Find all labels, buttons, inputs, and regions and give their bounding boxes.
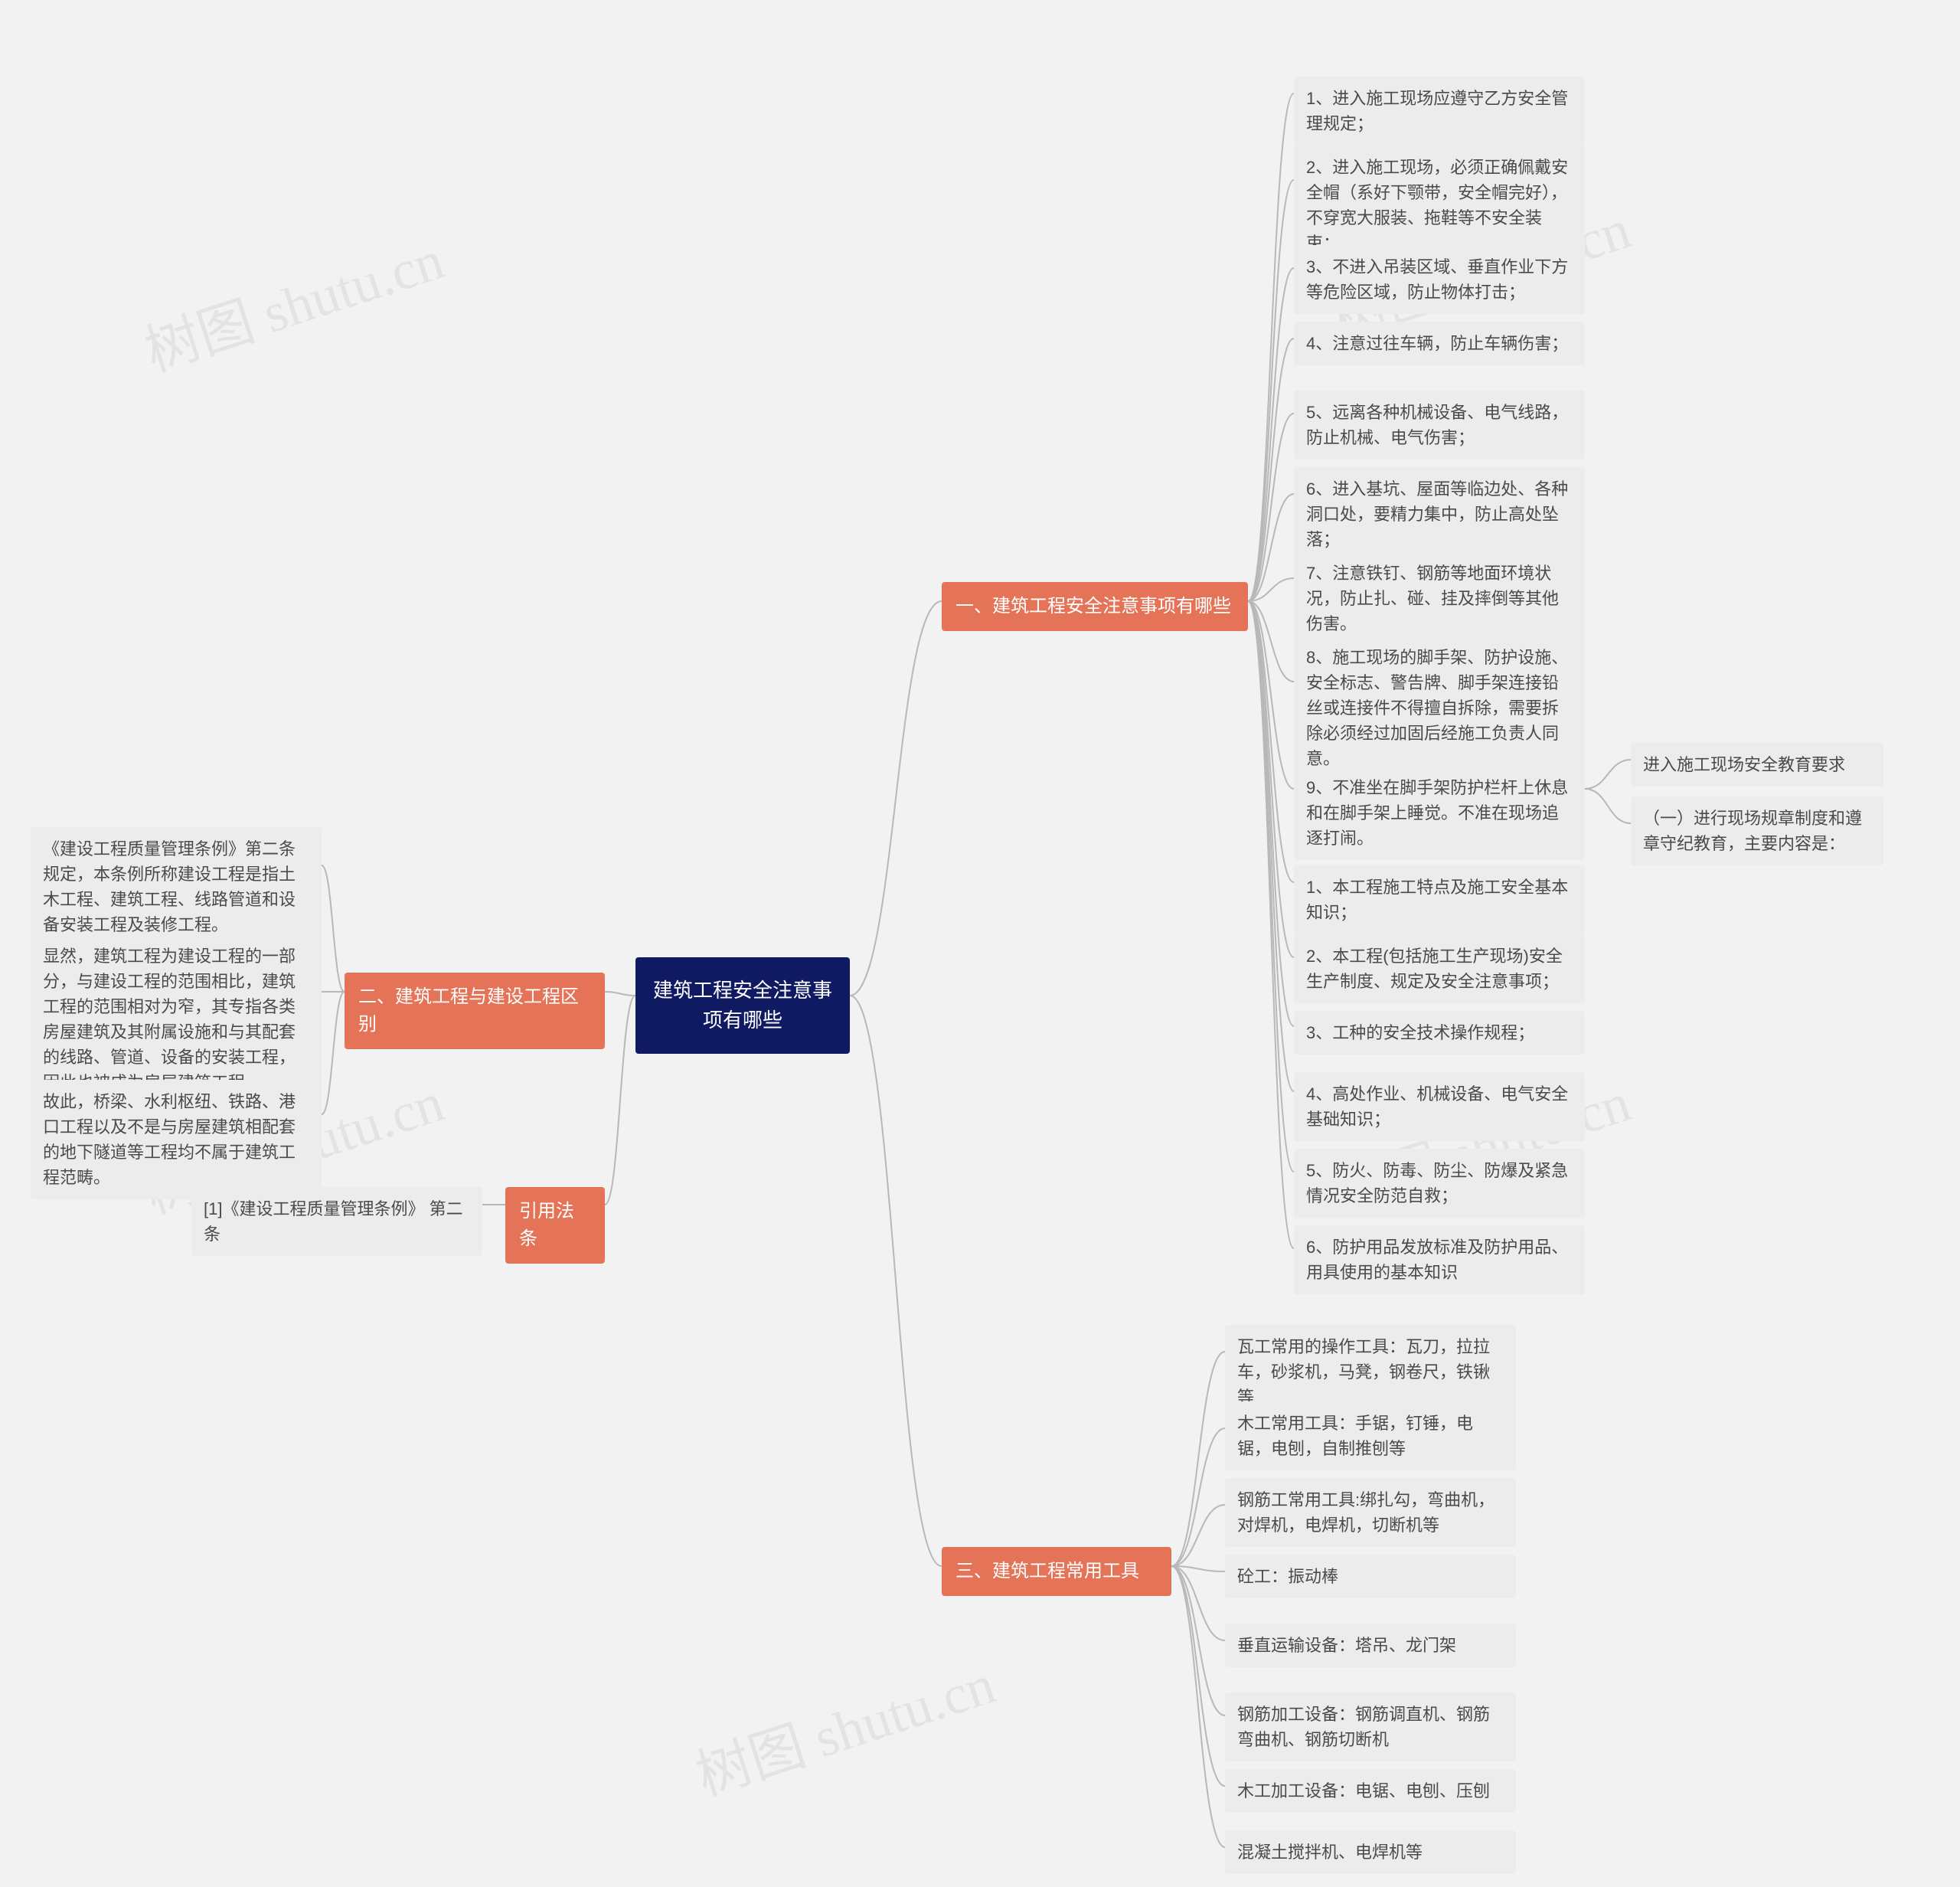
mindmap-canvas: 树图 shutu.cn 树图 shutu.cn 树图 shutu.cn 树图 s… (0, 0, 1960, 1887)
branch-references[interactable]: 引用法条 (505, 1187, 605, 1264)
leaf-b3c8[interactable]: 混凝土搅拌机、电焊机等 (1225, 1830, 1516, 1874)
leaf-b1c6[interactable]: 6、进入基坑、屋面等临边处、各种洞口处，要精力集中，防止高处坠落； (1294, 467, 1585, 561)
leaf-b1c13[interactable]: 4、高处作业、机械设备、电气安全基础知识； (1294, 1072, 1585, 1141)
leaf-b1c9a[interactable]: 进入施工现场安全教育要求 (1631, 743, 1883, 787)
leaf-b1c15[interactable]: 6、防护用品发放标准及防护用品、用具使用的基本知识 (1294, 1225, 1585, 1294)
leaf-b1c7[interactable]: 7、注意铁钉、钢筋等地面环境状况，防止扎、碰、挂及摔倒等其他伤害。 (1294, 551, 1585, 646)
leaf-b3c7[interactable]: 木工加工设备：电锯、电刨、压刨 (1225, 1769, 1516, 1813)
leaf-b1c14[interactable]: 5、防火、防毒、防尘、防爆及紧急情况安全防范自救； (1294, 1149, 1585, 1218)
leaf-b1c11[interactable]: 2、本工程(包括施工生产现场)安全生产制度、规定及安全注意事项； (1294, 934, 1585, 1003)
leaf-b3c5[interactable]: 垂直运输设备：塔吊、龙门架 (1225, 1624, 1516, 1667)
branch-safety-notes[interactable]: 一、建筑工程安全注意事项有哪些 (942, 582, 1248, 631)
leaf-b3c4[interactable]: 砼工：振动棒 (1225, 1555, 1516, 1598)
leaf-b1c5[interactable]: 5、远离各种机械设备、电气线路，防止机械、电气伤害； (1294, 391, 1585, 459)
leaf-b1c4[interactable]: 4、注意过往车辆，防止车辆伤害； (1294, 322, 1585, 365)
leaf-b1c8[interactable]: 8、施工现场的脚手架、防护设施、安全标志、警告牌、脚手架连接铅丝或连接件不得擅自… (1294, 636, 1585, 780)
leaf-b2c3[interactable]: 故此，桥梁、水利枢纽、铁路、港口工程以及不是与房屋建筑相配套的地下隧道等工程均不… (31, 1080, 322, 1199)
leaf-b4c1[interactable]: [1]《建设工程质量管理条例》 第二条 (191, 1187, 482, 1256)
watermark: 树图 shutu.cn (133, 214, 452, 387)
leaf-b1c1[interactable]: 1、进入施工现场应遵守乙方安全管理规定； (1294, 77, 1585, 146)
leaf-b3c3[interactable]: 钢筋工常用工具:绑扎勾，弯曲机，对焊机，电焊机，切断机等 (1225, 1478, 1516, 1547)
branch-difference[interactable]: 二、建筑工程与建设工程区别 (345, 973, 605, 1049)
leaf-b1c10[interactable]: 1、本工程施工特点及施工安全基本知识； (1294, 865, 1585, 934)
leaf-b2c2[interactable]: 显然，建筑工程为建设工程的一部分，与建设工程的范围相比，建筑工程的范围相对为窄，… (31, 934, 322, 1104)
leaf-b1c12[interactable]: 3、工种的安全技术操作规程； (1294, 1011, 1585, 1055)
leaf-b1c9b[interactable]: （一）进行现场规章制度和遵章守纪教育，主要内容是： (1631, 796, 1883, 865)
leaf-b2c1[interactable]: 《建设工程质量管理条例》第二条规定，本条例所称建设工程是指土木工程、建筑工程、线… (31, 827, 322, 947)
leaf-b3c2[interactable]: 木工常用工具：手锯，钉锤，电锯，电刨，自制推刨等 (1225, 1401, 1516, 1470)
leaf-b3c6[interactable]: 钢筋加工设备：钢筋调直机、钢筋弯曲机、钢筋切断机 (1225, 1692, 1516, 1761)
leaf-b1c3[interactable]: 3、不进入吊装区域、垂直作业下方等危险区域，防止物体打击； (1294, 245, 1585, 314)
root-node[interactable]: 建筑工程安全注意事项有哪些 (635, 957, 850, 1054)
branch-tools[interactable]: 三、建筑工程常用工具 (942, 1547, 1171, 1596)
leaf-b1c9[interactable]: 9、不准坐在脚手架防护栏杆上休息和在脚手架上睡觉。不准在现场追逐打闹。 (1294, 766, 1585, 860)
watermark: 树图 shutu.cn (684, 1639, 1004, 1811)
